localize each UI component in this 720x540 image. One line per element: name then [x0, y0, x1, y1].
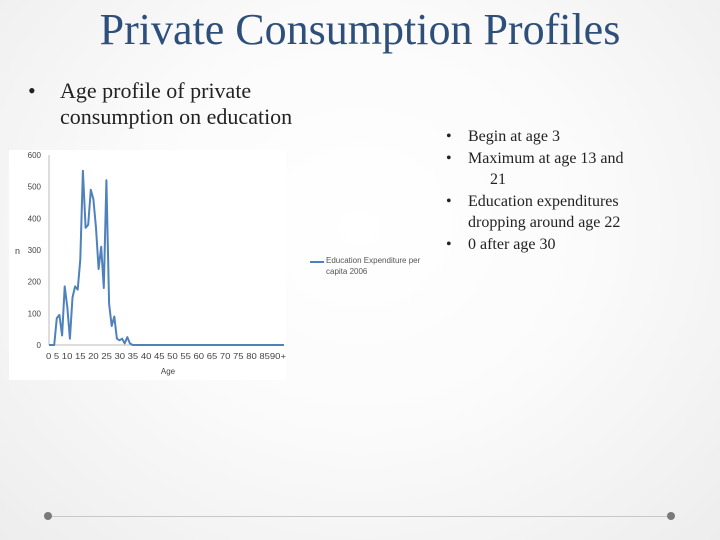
legend-swatch: [310, 261, 324, 263]
left-bullet: • Age profile of private consumption on …: [28, 78, 348, 131]
x-axis-label: Age: [161, 367, 176, 376]
right-bullet-text: 21: [490, 171, 506, 189]
left-bullet-text: Age profile of private consumption on ed…: [60, 78, 293, 130]
right-bullet-text: 0 after age 30: [468, 235, 556, 253]
chart-area: 0 100 200 300 400 500 600 n 0 5 10 15 20 25 30…: [9, 150, 286, 380]
bullet-dot: •: [446, 235, 452, 253]
right-bullet-list: • Begin at age 3 • Maximum at age 13 and 21 •…: [446, 126, 686, 256]
y-tick-label: 100: [28, 309, 42, 318]
right-bullet-item: • Maximum at age 13 and: [446, 148, 686, 170]
bullet-dot: •: [28, 78, 36, 103]
right-bullet-text: Maximum at age 13 and: [468, 149, 624, 167]
line-chart: 0 100 200 300 400 500 600 n 0 5 10 15 20 25 30…: [15, 151, 286, 376]
right-bullet-item: • Education expenditures: [446, 191, 686, 213]
legend-label: Education Expenditure per capita 2006: [326, 256, 421, 276]
series-group: [49, 169, 284, 346]
y-tick-label: 200: [28, 278, 42, 287]
y-tick-label: 400: [28, 214, 42, 223]
bullet-dot: •: [446, 128, 452, 145]
right-bullet-item: dropping around age 22: [446, 212, 686, 234]
x-tick-labels: 0 5 10 15 20 25 30 35 40 45 50 55 60 65 …: [46, 352, 286, 361]
bottom-left-ornament: [44, 512, 52, 520]
bottom-right-ornament: [667, 512, 675, 520]
bullet-dot: •: [446, 149, 452, 167]
chart-legend: Education Expenditure per capita 2006: [310, 256, 440, 278]
y-tick-label: 0: [37, 341, 42, 350]
y-axis-label: n: [15, 246, 20, 256]
series-line: [49, 169, 284, 346]
right-bullet-item: 21: [446, 169, 686, 191]
right-bullet-text: Education expenditures: [468, 192, 619, 210]
right-bullet-text: dropping around age 22: [468, 214, 621, 232]
right-bullet-item: • Begin at age 3: [446, 126, 686, 148]
bottom-left-rule: [52, 516, 672, 517]
y-tick-labels: 0 100 200 300 400 500 600: [28, 151, 42, 350]
y-tick-label: 500: [28, 183, 42, 192]
y-tick-label: 600: [28, 151, 42, 160]
y-tick-label: 300: [28, 246, 42, 255]
bullet-dot: •: [446, 192, 452, 210]
right-bullet-text: Begin at age 3: [468, 128, 560, 145]
right-bullet-item: • 0 after age 30: [446, 234, 686, 256]
slide-title: Private Consumption Profiles: [99, 5, 621, 54]
